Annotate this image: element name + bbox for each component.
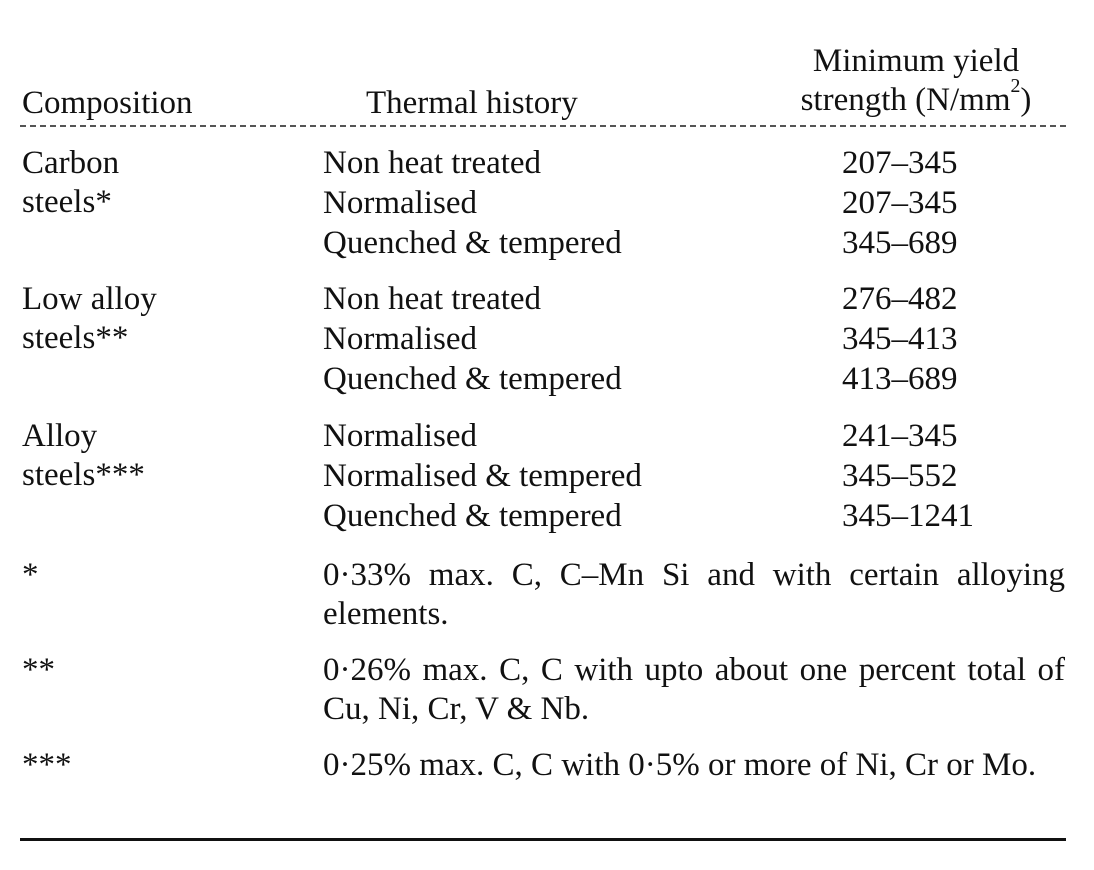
composition-label: Carbon steels* (22, 144, 292, 222)
footnote-text: 0·33% max. C, C–Mn Si and with certain a… (323, 557, 1065, 632)
table-row: Normalised (323, 418, 477, 454)
table-row: Quenched & tempered (323, 361, 622, 397)
composition-line2: steels** (22, 320, 129, 356)
yield-value: 345–552 (842, 458, 958, 494)
header-yield-strength: Minimum yield strength (N/mm2) (766, 42, 1066, 120)
header-yield-line1: Minimum yield (812, 43, 1020, 79)
composition-line2: steels*** (22, 457, 145, 493)
yield-value: 345–1241 (842, 498, 974, 534)
composition-label: Alloy steels*** (22, 417, 292, 495)
composition-label: Low alloy steels** (22, 280, 292, 358)
footnote-text: 0·26% max. C, C with upto about one perc… (323, 652, 1065, 727)
header-yield-unit: strength (N/mm (800, 82, 1011, 118)
yield-value: 276–482 (842, 281, 958, 317)
footnote-text: 0·25% max. C, C with 0·5% or more of Ni,… (323, 747, 1037, 783)
composition-line1: Carbon (22, 145, 120, 181)
yield-value: 207–345 (842, 145, 958, 181)
table-bottom-rule (20, 838, 1066, 841)
yield-value: 345–689 (842, 225, 958, 261)
header-composition: Composition (22, 85, 193, 121)
footnote-mark: *** (22, 747, 72, 783)
yield-value: 241–345 (842, 418, 958, 454)
table-row: Quenched & tempered (323, 498, 622, 534)
header-yield-line2: strength (N/mm2) (766, 76, 1066, 120)
header-yield-sup: 2 (1010, 75, 1021, 98)
header-thermal-history: Thermal history (366, 85, 578, 121)
header-yield-close: ) (1020, 82, 1032, 118)
table-row: Non heat treated (323, 281, 542, 317)
footnote-mark: * (22, 557, 39, 593)
yield-value: 207–345 (842, 185, 958, 221)
header-divider (20, 125, 1066, 127)
composition-line2: steels* (22, 184, 112, 220)
composition-line1: Alloy (22, 418, 98, 454)
table-row: Non heat treated (323, 145, 542, 181)
composition-line1: Low alloy (22, 281, 157, 317)
table-row: Normalised & tempered (323, 458, 642, 494)
table-row: Normalised (323, 321, 477, 357)
yield-value: 413–689 (842, 361, 958, 397)
yield-value: 345–413 (842, 321, 958, 357)
footnote-mark: ** (22, 652, 55, 688)
table-row: Normalised (323, 185, 477, 221)
table-row: Quenched & tempered (323, 225, 622, 261)
